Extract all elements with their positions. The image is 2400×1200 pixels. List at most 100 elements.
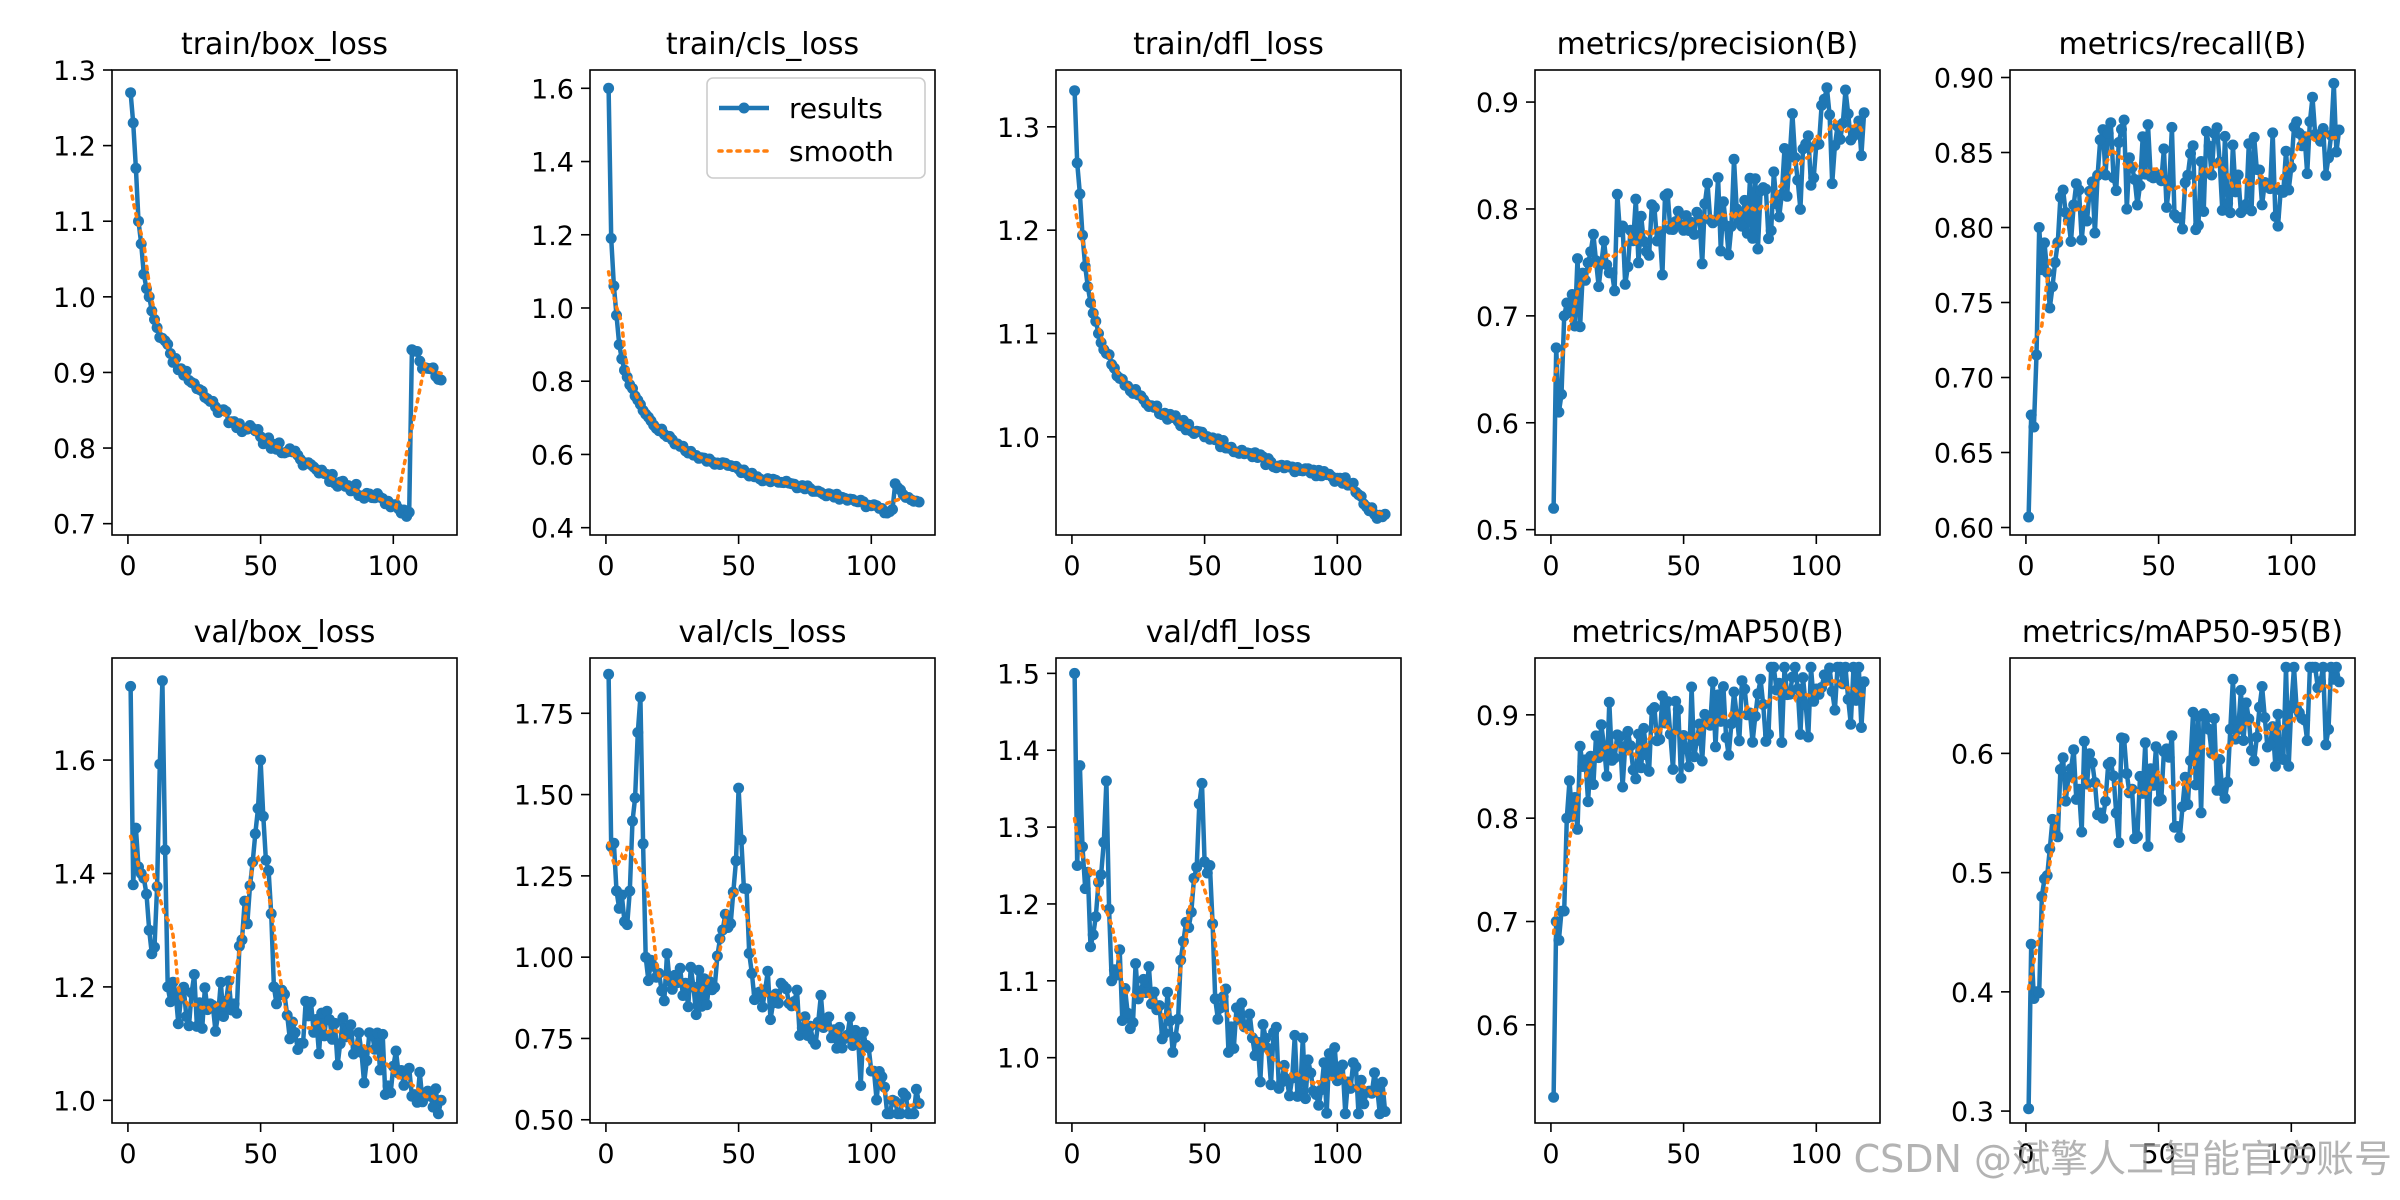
results-point: [2248, 131, 2260, 143]
results-point: [1736, 675, 1748, 687]
results-point: [2174, 212, 2186, 224]
results-point: [1561, 297, 1573, 309]
legend-results-label: results: [789, 92, 883, 125]
results-point: [1686, 681, 1698, 693]
results-point: [2047, 813, 2058, 825]
results-point: [1148, 986, 1160, 998]
results-point: [677, 990, 689, 1001]
results-point: [1712, 689, 1724, 701]
results-point: [1069, 85, 1081, 97]
x-tick-label: 100: [368, 551, 420, 582]
results-point: [1755, 673, 1767, 685]
results-point: [141, 888, 152, 900]
results-point: [1090, 911, 1102, 923]
results-point: [2039, 237, 2050, 249]
results-point: [350, 478, 362, 490]
results-point: [178, 981, 190, 993]
results-point: [1712, 172, 1724, 184]
results-point: [2208, 713, 2220, 724]
results-point: [2044, 302, 2056, 314]
smooth-series-line: [128, 834, 443, 1102]
results-point: [1585, 246, 1597, 258]
results-point: [1725, 220, 1737, 232]
results-point: [1603, 696, 1615, 708]
results-point: [2123, 152, 2135, 164]
results-point: [1643, 249, 1655, 261]
results-point: [1805, 661, 1817, 673]
results-point: [1683, 761, 1695, 773]
results-point: [863, 1042, 875, 1054]
results-point: [709, 981, 721, 993]
legend-smooth-label: smooth: [789, 135, 894, 168]
results-point: [1300, 1093, 1311, 1105]
results-point: [2222, 776, 2234, 788]
y-tick-label: 0.7: [1476, 908, 1519, 939]
results-point: [1776, 737, 1788, 748]
results-point: [2113, 837, 2125, 849]
results-point: [260, 854, 272, 866]
results-point: [2097, 812, 2109, 824]
results-point: [2057, 184, 2069, 196]
results-point: [1204, 860, 1216, 871]
results-point: [1074, 760, 1086, 772]
y-tick-label: 1.2: [997, 216, 1040, 247]
panel-metrics-map50-95-b: metrics/mAP50-95(B) 0 50 100 0.3 0.4 0.5 0.6: [1951, 615, 2356, 1170]
axes-frame: [1055, 657, 1402, 1124]
x-tick-label: 100: [846, 1139, 898, 1170]
results-point: [2065, 763, 2077, 775]
results-point: [2025, 409, 2037, 421]
results-point: [603, 668, 615, 680]
results-point: [629, 792, 641, 804]
panel-train-dfl-loss: train/dfl_loss 0 50 100 1.0 1.1 1.2 1.3: [997, 27, 1402, 582]
y-tick-label: 1.0: [53, 1086, 96, 1117]
x-tick-label: 0: [1063, 551, 1080, 582]
results-point: [632, 727, 644, 738]
results-point: [1699, 708, 1711, 720]
results-point: [1662, 696, 1674, 708]
results-point: [2211, 122, 2223, 134]
x-tick-label: 50: [1666, 551, 1700, 582]
results-point: [2195, 156, 2207, 167]
results-point: [2060, 795, 2072, 807]
results-point: [2134, 180, 2146, 192]
results-point: [1707, 676, 1719, 688]
panel-title: metrics/precision(B): [1557, 27, 1859, 62]
x-tick-label: 100: [1791, 1139, 1843, 1170]
results-point: [701, 999, 713, 1011]
results-point: [1579, 274, 1591, 286]
results-point: [2166, 730, 2178, 742]
results-point: [1606, 267, 1618, 279]
y-tick-label: 1.4: [53, 859, 96, 890]
results-point: [2131, 199, 2143, 211]
x-tick-label: 50: [1187, 1139, 1221, 1170]
results-point: [2108, 770, 2119, 782]
results-point: [1662, 188, 1674, 200]
results-point: [1553, 934, 1565, 946]
results-point: [1717, 196, 1729, 208]
x-tick-label: 0: [1063, 1139, 1080, 1170]
results-point: [2023, 1103, 2035, 1115]
results-point: [1355, 1074, 1367, 1086]
results-point: [1257, 1019, 1269, 1030]
results-series-line: [1551, 85, 1867, 509]
results-point: [887, 503, 898, 515]
results-point: [1739, 683, 1751, 695]
results-point: [1191, 861, 1203, 873]
panel-metrics-map50-b: metrics/mAP50(B) 0 50 100 0.6 0.7 0.8 0.9: [1476, 615, 1881, 1170]
y-tick-label: 0.65: [1934, 439, 1994, 470]
results-point: [791, 984, 803, 996]
y-tick-label: 1.4: [531, 148, 574, 179]
results-point: [1853, 661, 1865, 673]
results-point: [1630, 193, 1642, 205]
results-point: [1556, 388, 1567, 400]
results-point: [634, 691, 646, 703]
smooth-series-line: [1551, 679, 1866, 936]
results-point: [1725, 718, 1737, 730]
results-point: [2330, 661, 2342, 673]
results-point: [2203, 723, 2215, 735]
x-tick-label: 100: [2266, 551, 2318, 582]
results-point: [1071, 860, 1083, 871]
results-point: [608, 837, 620, 849]
results-point: [1376, 1076, 1388, 1088]
results-point: [2320, 739, 2332, 751]
